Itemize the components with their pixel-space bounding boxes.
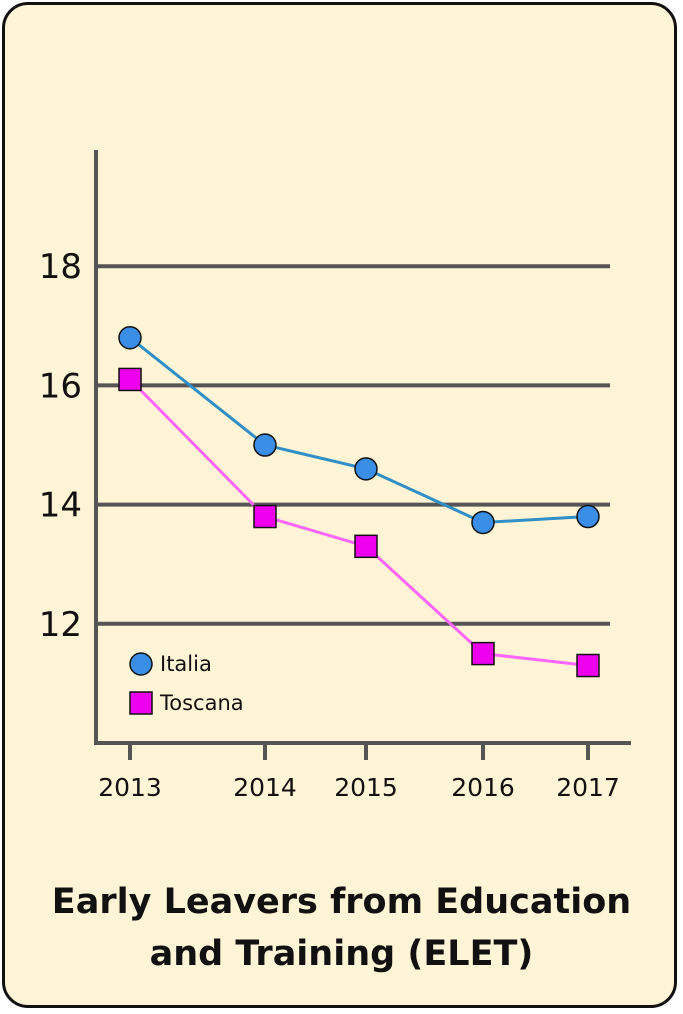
series-layer — [118, 325, 600, 678]
point-italia-2015 — [354, 457, 378, 481]
point-toscana-2013 — [118, 367, 142, 392]
point-italia-2017 — [576, 504, 600, 529]
y-tick-label: 18 — [39, 247, 82, 287]
point-toscana-2016 — [471, 641, 495, 666]
y-tick-label: 16 — [39, 366, 82, 406]
legend-label-italia: Italia — [160, 652, 212, 676]
point-toscana-2015 — [354, 534, 378, 559]
legend-marker-toscana — [129, 691, 153, 715]
point-italia-2016 — [471, 510, 495, 535]
grid-lines — [96, 264, 610, 626]
x-tick-label: 2014 — [233, 773, 297, 802]
x-tick-label: 2013 — [98, 773, 162, 802]
legend-label-toscana: Toscana — [159, 691, 244, 715]
chart-title-line-2: and Training (ELET) — [149, 934, 534, 974]
y-tick-label: 14 — [39, 486, 82, 526]
chart-title: Early Leavers from Education and Trainin… — [0, 876, 683, 980]
point-toscana-2014 — [253, 504, 277, 529]
point-italia-2013 — [118, 325, 142, 350]
x-tick-label: 2016 — [451, 773, 515, 802]
series-line-italia — [129, 336, 589, 525]
point-italia-2014 — [253, 433, 277, 457]
y-tick-labels: 12 14 16 18 — [39, 247, 82, 645]
x-tick-label: 2015 — [334, 773, 398, 802]
x-tick-labels: 2013 2014 2015 2016 2017 — [98, 745, 620, 802]
y-tick-label: 12 — [39, 605, 82, 645]
point-toscana-2017 — [576, 653, 600, 678]
chart-title-line-1: Early Leavers from Education — [51, 882, 632, 922]
legend: Italia Toscana — [129, 652, 244, 715]
legend-marker-italia — [129, 652, 153, 676]
x-tick-label: 2017 — [556, 773, 620, 802]
